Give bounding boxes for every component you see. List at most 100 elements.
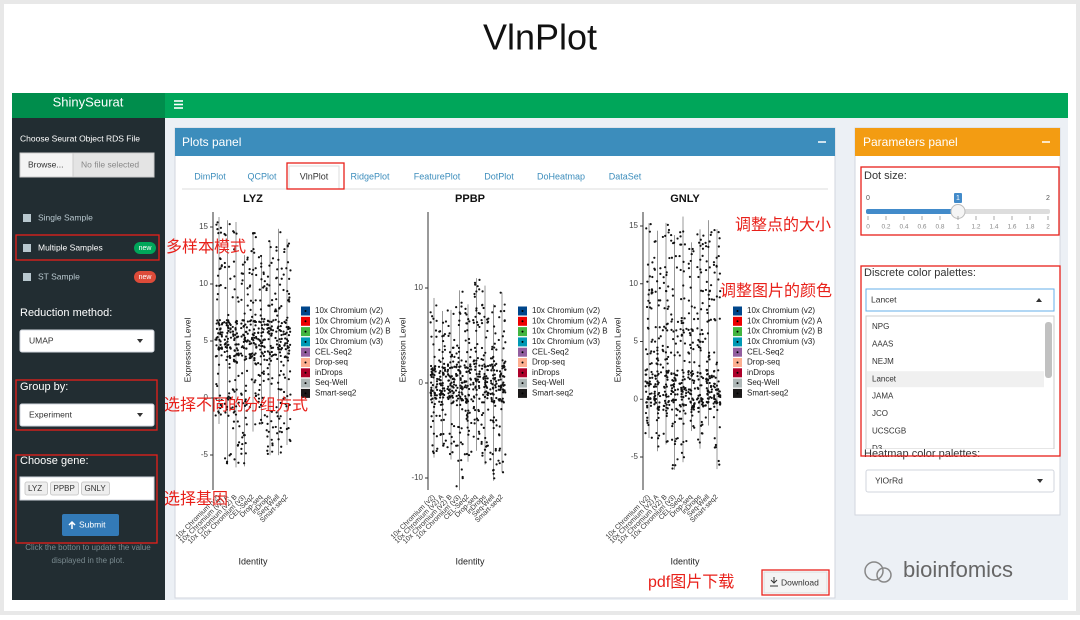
option[interactable]: JCO [872, 409, 888, 418]
option[interactable]: D3 [872, 444, 883, 453]
dot [712, 263, 716, 266]
dot [267, 378, 270, 381]
dot [490, 348, 494, 351]
dot [705, 308, 709, 311]
dot [691, 370, 694, 373]
dot [697, 438, 700, 441]
dot [229, 277, 232, 280]
option[interactable]: UCSCGB [872, 427, 906, 436]
dot [697, 401, 701, 404]
option[interactable]: JAMA [872, 392, 894, 401]
submit-button[interactable] [62, 514, 119, 536]
dot [249, 356, 252, 359]
dot [241, 431, 245, 434]
dot [645, 305, 649, 309]
dot [254, 379, 257, 382]
dot [671, 383, 675, 387]
option[interactable]: NPG [872, 322, 889, 331]
option[interactable]: Lancet [872, 374, 897, 383]
browse-button[interactable] [19, 152, 74, 178]
tab[interactable]: DotPlot [484, 171, 514, 181]
menu-item[interactable]: Single Sample [38, 212, 93, 222]
dot [704, 288, 708, 292]
dot [674, 342, 677, 345]
caret [1037, 479, 1043, 483]
tab[interactable]: DoHeatmap [537, 171, 585, 181]
dot [287, 378, 290, 381]
dot [279, 426, 282, 430]
dot [482, 426, 485, 429]
menu-icon [23, 244, 31, 252]
dot [679, 231, 682, 234]
dot [246, 320, 249, 323]
tab[interactable]: DimPlot [194, 171, 226, 181]
dot [236, 349, 239, 352]
dot [700, 328, 703, 332]
download-button[interactable] [763, 571, 828, 594]
dot [447, 334, 450, 337]
dot [668, 403, 671, 407]
dot [266, 415, 269, 418]
dot [708, 375, 711, 378]
dot [456, 386, 459, 389]
dot [219, 343, 222, 346]
dot [682, 385, 685, 388]
dot [261, 421, 264, 424]
legend-dot [521, 320, 524, 323]
dot [710, 298, 714, 301]
dot [465, 452, 469, 456]
tab[interactable]: VlnPlot [300, 171, 329, 181]
dot [670, 256, 674, 259]
dot [656, 280, 659, 283]
select[interactable] [19, 329, 155, 353]
dot [215, 397, 218, 400]
dot [674, 254, 677, 258]
dot [681, 368, 684, 372]
dot [491, 345, 494, 348]
dot [254, 313, 257, 316]
dot [485, 386, 489, 389]
axis-title: Identity [238, 556, 268, 566]
dot [656, 352, 659, 355]
dot [284, 402, 287, 406]
dot [286, 342, 289, 345]
option[interactable]: NEJM [872, 357, 894, 366]
dot [246, 339, 249, 342]
dot [650, 362, 653, 365]
dot [459, 441, 463, 444]
dot [472, 381, 475, 384]
dot [259, 355, 262, 358]
select-value: Experiment [29, 409, 73, 419]
tab[interactable]: DataSet [609, 171, 642, 181]
select[interactable] [865, 288, 1055, 312]
dot [490, 400, 493, 403]
dot [498, 316, 501, 319]
dot [275, 246, 278, 249]
select[interactable] [19, 403, 155, 427]
dot [687, 267, 691, 270]
tab[interactable]: RidgePlot [350, 171, 390, 181]
dot [482, 376, 485, 380]
tab[interactable]: FeaturePlot [414, 171, 461, 181]
button-label: Download [781, 577, 819, 587]
mask [866, 449, 1055, 452]
menu-item[interactable]: ST Sample [38, 271, 80, 281]
dot [501, 383, 504, 386]
option[interactable]: AAAS [872, 340, 893, 349]
menu-toggle[interactable] [174, 100, 183, 109]
tab[interactable]: QCPlot [247, 171, 277, 181]
dot [255, 273, 258, 277]
select[interactable] [865, 469, 1055, 493]
dot [234, 327, 237, 330]
dot [473, 418, 476, 421]
menu-item[interactable]: Multiple Samples [38, 242, 103, 252]
dot [219, 231, 223, 234]
dot [241, 372, 244, 375]
dot [442, 444, 445, 447]
dot [486, 364, 490, 368]
dot [656, 437, 660, 440]
dot [251, 315, 254, 318]
dot [435, 319, 438, 322]
dot [215, 284, 218, 287]
dot [258, 288, 261, 291]
